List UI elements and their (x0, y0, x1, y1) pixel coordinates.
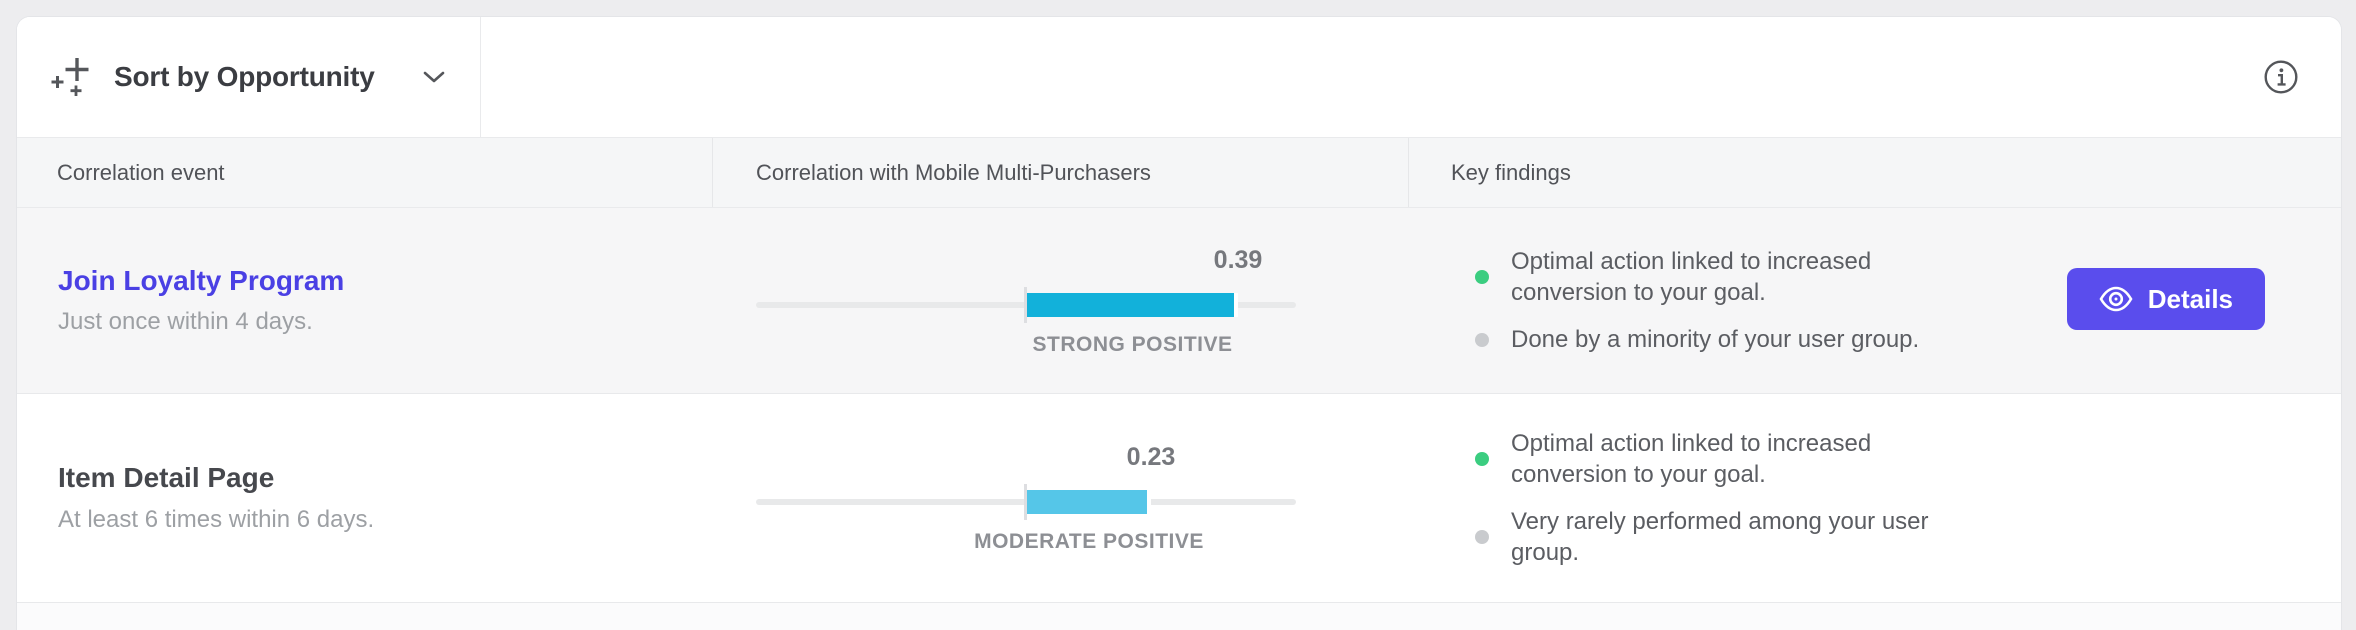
chevron-down-icon (422, 70, 446, 84)
correlation-value: 0.23 (1126, 443, 1176, 471)
correlation-cell: 0.23 MODERATE POSITIVE (713, 394, 1409, 602)
finding-item: Done by a minority of your user group. (1475, 324, 2341, 355)
finding-item: Optimal action linked to increased conve… (1475, 428, 2341, 490)
table-header-row: Correlation event Correlation with Mobil… (17, 138, 2341, 208)
table-row-partial (17, 603, 2341, 630)
finding-item: Optimal action linked to increased conve… (1475, 246, 2341, 308)
correlation-strength-label: MODERATE POSITIVE (974, 530, 1204, 553)
event-subtitle: Just once within 4 days. (58, 308, 313, 336)
finding-text: Optimal action linked to increased conve… (1511, 248, 1872, 306)
correlation-meter: 0.39 STRONG POSITIVE (756, 241, 1296, 361)
neutral-dot-icon (1475, 332, 1489, 347)
event-cell: Item Detail Page At least 6 times within… (17, 394, 713, 602)
column-header-key-findings: Key findings (1451, 159, 1571, 185)
key-findings-cell: Optimal action linked to increased conve… (1409, 208, 2341, 393)
info-icon (2263, 59, 2299, 95)
table-row[interactable]: Item Detail Page At least 6 times within… (17, 394, 2341, 603)
column-header-correlation-event: Correlation event (17, 138, 713, 207)
details-button[interactable]: Details (2066, 268, 2265, 330)
correlation-zero-tick (1024, 484, 1027, 520)
info-button[interactable] (2259, 55, 2303, 99)
sparkle-plus-icon (49, 54, 96, 100)
key-findings-cell: Optimal action linked to increased conve… (1409, 394, 2341, 602)
finding-text: Done by a minority of your user group. (1511, 326, 1920, 353)
column-header-correlation-with-group: Correlation with Mobile Multi-Purchasers (713, 138, 1409, 207)
sort-by-dropdown[interactable]: Sort by Opportunity (17, 17, 481, 137)
correlation-meter: 0.23 MODERATE POSITIVE (756, 438, 1296, 558)
event-title: Item Detail Page (58, 462, 275, 494)
sort-by-label: Sort by Opportunity (114, 61, 375, 92)
eye-icon (2099, 286, 2133, 312)
correlation-zero-tick (1024, 286, 1027, 323)
event-subtitle: At least 6 times within 6 days. (58, 505, 375, 533)
toolbar-right (481, 17, 2341, 137)
table-row[interactable]: Join Loyalty Program Just once within 4 … (17, 208, 2341, 394)
event-title-link[interactable]: Join Loyalty Program (58, 264, 345, 296)
toolbar: Sort by Opportunity (17, 17, 2341, 138)
correlation-bar (1027, 490, 1151, 514)
finding-item: Very rarely performed among your user gr… (1475, 506, 2341, 568)
event-cell: Join Loyalty Program Just once within 4 … (17, 208, 713, 393)
correlation-value: 0.39 (1213, 245, 1263, 274)
positive-dot-icon (1475, 270, 1489, 284)
finding-text: Very rarely performed among your user gr… (1511, 508, 1929, 566)
correlations-panel: Sort by Opportunity Correlat (16, 16, 2342, 630)
details-button-label: Details (2147, 283, 2233, 314)
correlation-cell: 0.39 STRONG POSITIVE (713, 208, 1409, 393)
finding-text: Optimal action linked to increased conve… (1511, 430, 1872, 488)
correlation-bar (1027, 292, 1238, 317)
correlation-strength-label: STRONG POSITIVE (1032, 332, 1233, 356)
positive-dot-icon (1475, 452, 1489, 466)
neutral-dot-icon (1475, 530, 1489, 544)
